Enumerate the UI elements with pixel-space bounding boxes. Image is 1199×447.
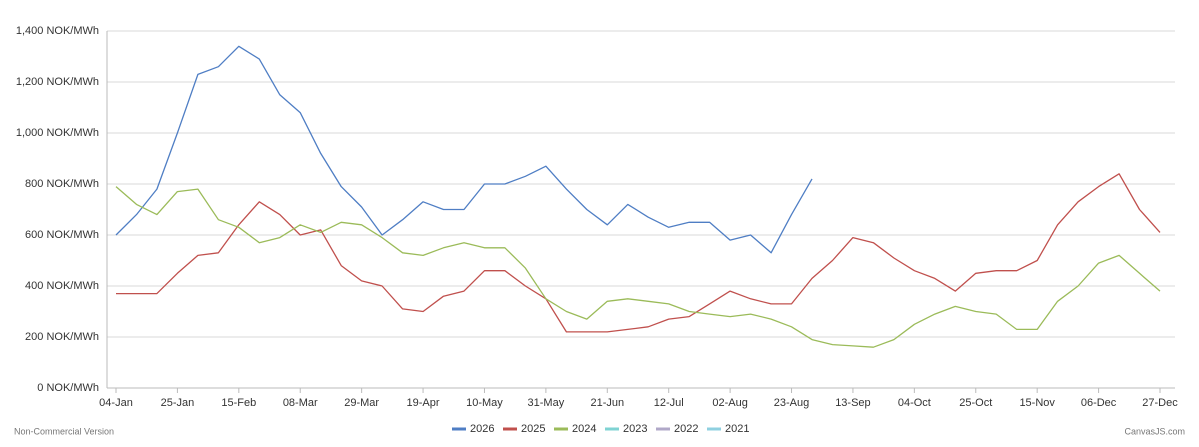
x-tick-label: 06-Dec — [1081, 397, 1117, 409]
y-tick-label: 400 NOK/MWh — [25, 280, 99, 292]
x-tick-label: 21-Jun — [590, 397, 624, 409]
y-tick-label: 1,200 NOK/MWh — [16, 76, 99, 88]
legend-label[interactable]: 2022 — [674, 423, 698, 435]
legend-label[interactable]: 2023 — [623, 423, 647, 435]
x-tick-label: 31-May — [528, 397, 565, 409]
x-tick-label: 25-Oct — [959, 397, 992, 409]
legend-label[interactable]: 2024 — [572, 423, 596, 435]
x-tick-label: 08-Mar — [283, 397, 318, 409]
series-line — [115, 45, 813, 254]
x-tick-label: 12-Jul — [654, 397, 684, 409]
x-tick-label: 23-Aug — [774, 397, 809, 409]
x-tick-label: 19-Apr — [407, 397, 440, 409]
y-tick-label: 600 NOK/MWh — [25, 229, 99, 241]
x-tick-label: 29-Mar — [344, 397, 379, 409]
legend-label[interactable]: 2021 — [725, 423, 749, 435]
x-tick-label: 15-Nov — [1019, 397, 1055, 409]
series-line — [115, 186, 1161, 348]
x-tick-label: 25-Jan — [161, 397, 195, 409]
series-line — [116, 173, 1161, 333]
x-tick-label: 27-Dec — [1142, 397, 1178, 409]
y-tick-label: 1,400 NOK/MWh — [16, 25, 99, 37]
footer-right: CanvasJS.com — [1124, 426, 1185, 436]
x-tick-label: 10-May — [466, 397, 503, 409]
footer-left: Non-Commercial Version — [14, 426, 114, 436]
y-tick-label: 1,000 NOK/MWh — [16, 127, 99, 139]
x-tick-label: 02-Aug — [712, 397, 747, 409]
y-tick-label: 200 NOK/MWh — [25, 331, 99, 343]
legend-label[interactable]: 2025 — [521, 423, 545, 435]
y-tick-label: 0 NOK/MWh — [37, 382, 99, 394]
y-tick-label: 800 NOK/MWh — [25, 178, 99, 190]
legend-label[interactable]: 2026 — [470, 423, 494, 435]
x-tick-label: 13-Sep — [835, 397, 870, 409]
x-tick-label: 04-Oct — [898, 397, 931, 409]
x-tick-label: 04-Jan — [99, 397, 133, 409]
x-tick-label: 15-Feb — [221, 397, 256, 409]
